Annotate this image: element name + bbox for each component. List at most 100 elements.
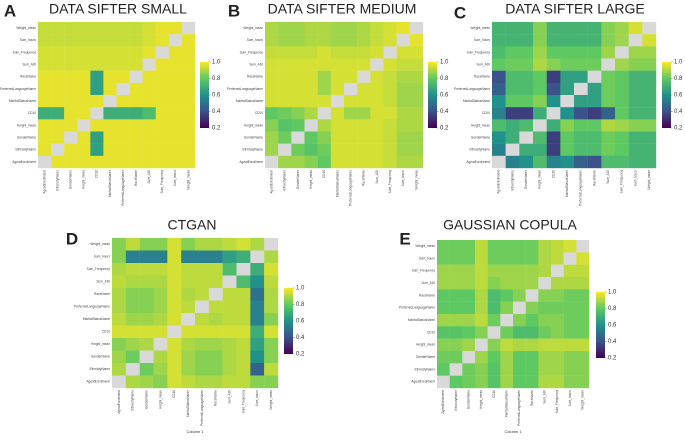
column-label: MaritalStatusName bbox=[505, 390, 509, 417]
heatmap-cell bbox=[222, 338, 237, 351]
heatmap-cell bbox=[139, 263, 154, 276]
heatmap-cell bbox=[628, 119, 643, 132]
heatmap-cell bbox=[167, 300, 182, 314]
heatmap-cell bbox=[574, 46, 588, 59]
heatmap-cell bbox=[357, 22, 371, 35]
heatmap-cell bbox=[505, 70, 520, 84]
heatmap-cell bbox=[519, 155, 534, 169]
column-label: Height_mean bbox=[538, 170, 542, 189]
heatmap-cell bbox=[330, 119, 345, 132]
heatmap-cell bbox=[181, 250, 196, 264]
heatmap-cell bbox=[181, 46, 196, 59]
heatmap-cell bbox=[195, 263, 210, 276]
empty-cell bbox=[587, 70, 602, 84]
heatmap-cell bbox=[103, 143, 117, 157]
row-label: MaritalStatusName bbox=[9, 99, 36, 103]
heatmap-cell bbox=[576, 375, 590, 389]
heatmap-cell bbox=[560, 82, 575, 96]
heatmap-cell bbox=[519, 95, 534, 108]
heatmap-cell bbox=[291, 34, 305, 47]
row-label: Weight_mean bbox=[243, 26, 263, 30]
heatmap-cell bbox=[168, 119, 183, 132]
heatmap-cell bbox=[168, 143, 183, 157]
heatmap-cell bbox=[153, 363, 168, 376]
empty-cell bbox=[383, 46, 397, 59]
colorbar-tick-label: 0.2 bbox=[608, 356, 617, 362]
row-label: EthnicityName bbox=[15, 148, 36, 152]
empty-cell bbox=[112, 375, 127, 389]
heatmap-cell bbox=[142, 22, 156, 35]
heatmap-cell bbox=[505, 119, 520, 132]
heatmap-cell bbox=[181, 350, 196, 364]
heatmap-cell bbox=[167, 313, 182, 326]
heatmap-cell bbox=[77, 34, 91, 47]
heatmap-cell bbox=[409, 70, 424, 84]
heatmap-cell bbox=[525, 375, 539, 389]
empty-cell bbox=[437, 375, 450, 389]
heatmap-cell bbox=[409, 155, 424, 169]
heatmap-cell bbox=[642, 155, 657, 169]
heatmap-cell bbox=[642, 107, 657, 120]
heatmap-cell bbox=[487, 375, 501, 389]
row-label: Sum_hours bbox=[247, 38, 264, 42]
heatmap-cell bbox=[551, 314, 564, 327]
column-label: AgeatEnrollment bbox=[441, 390, 445, 414]
heatmap-cell bbox=[500, 375, 514, 389]
heatmap-cell bbox=[357, 155, 371, 169]
column-label: CD10 bbox=[172, 390, 176, 398]
heatmap-cell bbox=[278, 58, 292, 71]
heatmap-cell bbox=[77, 107, 91, 120]
heatmap-cell bbox=[587, 131, 602, 144]
row-label: Height_mean bbox=[244, 123, 263, 127]
heatmap-cell bbox=[492, 58, 506, 71]
colorbar-tick-label: 0.6 bbox=[674, 93, 683, 99]
heatmap-cell bbox=[90, 143, 104, 157]
heatmap-cell bbox=[437, 363, 450, 376]
heatmap-cell bbox=[153, 300, 168, 314]
heatmap-cell bbox=[142, 95, 156, 108]
panel-title: DATA SIFTER SMALL bbox=[49, 1, 187, 17]
heatmap-cell bbox=[560, 34, 575, 47]
column-label: MaritalStatusName bbox=[565, 170, 569, 197]
heatmap-cell bbox=[396, 82, 411, 96]
heatmap-cell bbox=[330, 143, 345, 157]
empty-cell bbox=[142, 58, 156, 71]
heatmap-cell bbox=[505, 95, 520, 108]
heatmap-cell bbox=[64, 46, 78, 59]
heatmap-cell bbox=[513, 375, 526, 389]
heatmap-cell bbox=[519, 58, 534, 71]
heatmap-cell bbox=[492, 46, 506, 59]
empty-cell bbox=[487, 326, 501, 339]
heatmap-cell bbox=[551, 375, 564, 389]
heatmap-cell bbox=[129, 58, 143, 71]
heatmap-cell bbox=[487, 338, 501, 352]
heatmap-cell bbox=[487, 363, 501, 376]
heatmap-cell bbox=[587, 58, 602, 71]
heatmap-cell bbox=[628, 95, 643, 108]
heatmap-cell bbox=[278, 82, 292, 96]
heatmap-cell bbox=[574, 107, 588, 120]
heatmap-cell bbox=[383, 143, 397, 157]
heatmap-cell bbox=[437, 326, 450, 339]
heatmap-cell bbox=[139, 338, 154, 351]
row-label: EthnicityName bbox=[414, 367, 435, 371]
empty-cell bbox=[168, 34, 183, 47]
colorbar-tick-label: 0.8 bbox=[608, 306, 617, 312]
heatmap-cell bbox=[574, 119, 588, 132]
heatmap-cell bbox=[500, 252, 514, 265]
heatmap-cell bbox=[574, 131, 588, 144]
colorbar-tick-label: 0.2 bbox=[674, 126, 683, 132]
heatmap-cell bbox=[112, 313, 127, 326]
heatmap-cell bbox=[370, 143, 384, 157]
heatmap-cell bbox=[449, 252, 463, 265]
colorbar-tick-label: 0.8 bbox=[296, 302, 305, 308]
empty-cell bbox=[551, 264, 564, 278]
column-label: EthnicityName bbox=[283, 170, 287, 191]
heatmap-cell bbox=[533, 22, 547, 35]
heatmap-cell bbox=[449, 351, 463, 364]
heatmap-cell bbox=[77, 143, 91, 157]
heatmap-cell bbox=[51, 46, 65, 59]
column-label: RaceName bbox=[592, 170, 596, 186]
heatmap-cell bbox=[155, 155, 170, 169]
heatmap-cell bbox=[601, 107, 616, 120]
